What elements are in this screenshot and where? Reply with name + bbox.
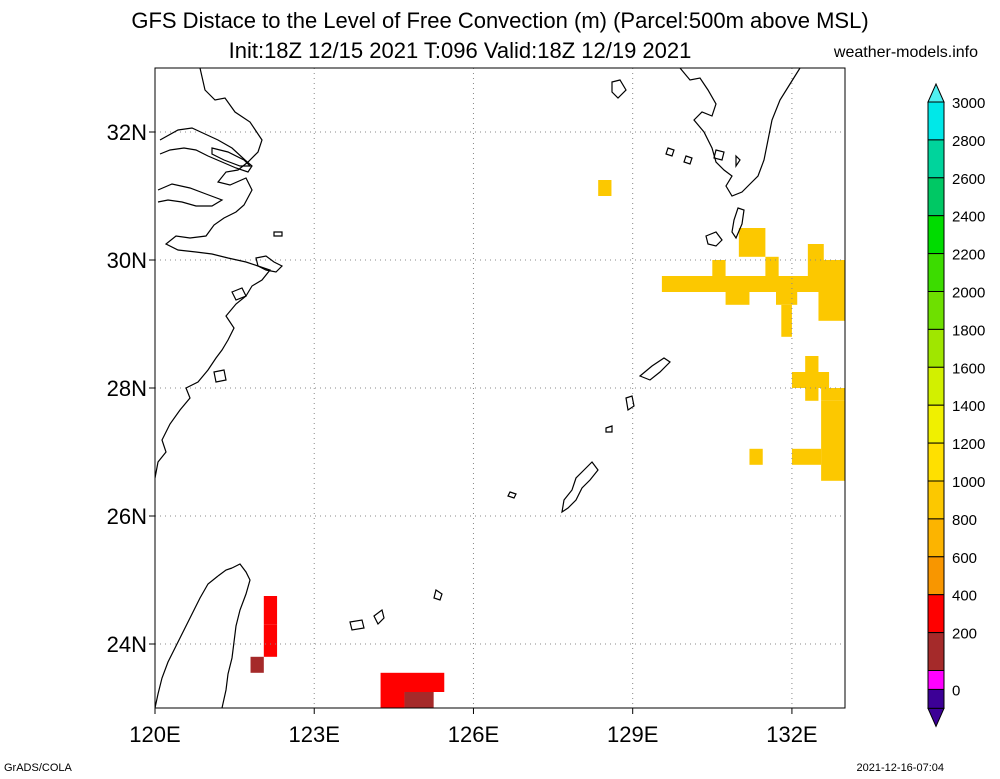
colorbar: 3000280026002400220020001800160014001200… xyxy=(927,82,985,728)
colorbar-swatch xyxy=(927,177,945,217)
yakushima xyxy=(705,231,723,247)
field-patch xyxy=(250,656,264,673)
tanegashima xyxy=(731,207,745,240)
kerama-islands xyxy=(507,491,517,499)
colorbar-label: 2200 xyxy=(952,247,985,264)
ishigaki-iriomote xyxy=(349,608,385,631)
field-patch xyxy=(380,692,405,708)
field-patch xyxy=(791,448,822,465)
site-credit: weather-models.info xyxy=(833,44,978,61)
colorbar-label: 1000 xyxy=(952,474,985,491)
field-patch xyxy=(404,692,434,708)
colorbar-bottom-arrow xyxy=(927,707,945,728)
okinawa-island xyxy=(561,461,599,514)
grid-lines xyxy=(155,68,845,708)
colorbar-label: 3000 xyxy=(952,95,985,112)
colorbar-swatch xyxy=(927,480,945,520)
field-patch xyxy=(263,596,278,625)
colorbar-swatch xyxy=(927,101,945,141)
chongming-island xyxy=(211,147,252,167)
colorbar-label: 2800 xyxy=(952,133,985,150)
colorbar-label: 400 xyxy=(952,588,977,605)
colorbar-swatch xyxy=(927,291,945,330)
colorbar-swatch xyxy=(927,670,945,690)
lon-tick-label: 120E xyxy=(129,722,180,747)
field-patch xyxy=(765,256,779,276)
field-patch xyxy=(776,292,798,305)
colorbar-swatch xyxy=(927,215,945,255)
field-patch xyxy=(805,388,819,401)
okinoerabu xyxy=(605,425,613,433)
amami-oshima xyxy=(638,357,671,381)
field-patch xyxy=(380,672,445,692)
colorbar-top-arrow xyxy=(927,82,945,103)
tokunoshima xyxy=(625,395,635,412)
lon-tick-label: 129E xyxy=(607,722,658,747)
generation-timestamp: 2021-12-16-07:04 xyxy=(856,762,944,774)
field-patch xyxy=(781,304,792,337)
colorbar-label: 2000 xyxy=(952,285,985,302)
lat-tick-label: 28N xyxy=(107,376,147,401)
colorbar-swatch xyxy=(927,328,945,368)
miyako-island xyxy=(433,589,443,601)
lat-tick-label: 30N xyxy=(107,248,147,273)
lat-tick-label: 26N xyxy=(107,504,147,529)
colorbar-swatch xyxy=(927,404,945,444)
colorbar-label: 1400 xyxy=(952,398,985,415)
field-patch xyxy=(712,260,726,276)
field-patch xyxy=(725,292,750,305)
taiwan-north-cap xyxy=(217,567,233,577)
field-patch xyxy=(818,292,845,321)
colorbar-label: 200 xyxy=(952,626,977,643)
colorbar-label: 600 xyxy=(952,550,977,567)
field-patch xyxy=(807,244,824,260)
colorbar-swatch xyxy=(927,518,945,558)
zhoushan-islands xyxy=(213,231,284,383)
colorbar-label: 2400 xyxy=(952,209,985,226)
colorbar-swatch xyxy=(927,253,945,293)
field-patch xyxy=(263,624,278,657)
field-patch xyxy=(661,276,739,292)
field-patch xyxy=(821,388,845,401)
software-credit: GrADS/COLA xyxy=(4,762,72,774)
colorbar-label: 1200 xyxy=(952,436,985,453)
colorbar-swatch xyxy=(927,632,945,671)
field-patch xyxy=(807,260,845,292)
coastline-kyushu xyxy=(679,68,801,197)
koshiki-islands xyxy=(713,149,741,168)
axis-labels: 120E 123E 126E 129E 132E 24N 26N 28N 30N 32N xyxy=(107,120,818,747)
field-patch xyxy=(725,276,824,292)
colorbar-swatch xyxy=(927,139,945,179)
field-patch xyxy=(738,228,766,257)
map-title: GFS Distace to the Level of Free Convect… xyxy=(131,8,869,33)
colorbar-label: 2600 xyxy=(952,171,985,188)
field-patch xyxy=(791,372,830,388)
map-subtitle: Init:18Z 12/15 2021 T:096 Valid:18Z 12/1… xyxy=(228,38,692,63)
lon-tick-label: 132E xyxy=(766,722,817,747)
hangzhou-bay xyxy=(157,183,224,207)
lon-tick-label: 126E xyxy=(448,722,499,747)
coastlines xyxy=(155,68,801,708)
field-patch xyxy=(805,356,819,372)
field-patch xyxy=(598,180,612,196)
field-layer xyxy=(250,180,845,708)
colorbar-label: 0 xyxy=(952,682,960,699)
lat-tick-label: 24N xyxy=(107,632,147,657)
field-patch xyxy=(749,448,763,465)
coastline-taiwan xyxy=(155,563,251,708)
yangtze-estuary xyxy=(159,127,253,173)
colorbar-label: 1600 xyxy=(952,360,985,377)
colorbar-label: 800 xyxy=(952,512,977,529)
colorbar-swatch xyxy=(927,594,945,634)
colorbar-swatch-below xyxy=(927,688,945,709)
field-patch xyxy=(821,400,845,481)
colorbar-label: 1800 xyxy=(952,322,985,339)
lat-tick-label: 32N xyxy=(107,120,147,145)
colorbar-swatch xyxy=(927,366,945,406)
lon-tick-label: 123E xyxy=(289,722,340,747)
goto-islands xyxy=(611,79,693,165)
colorbar-swatch xyxy=(927,442,945,482)
colorbar-swatch xyxy=(927,556,945,596)
